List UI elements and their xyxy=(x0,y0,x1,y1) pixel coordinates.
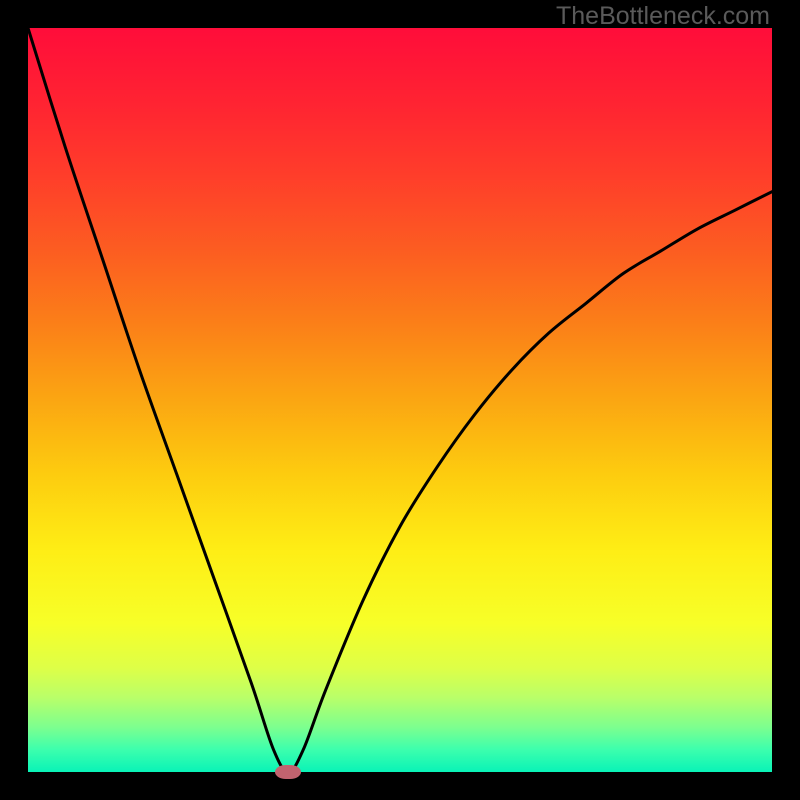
chart-container: TheBottleneck.com xyxy=(0,0,800,800)
bottleneck-curve xyxy=(28,28,772,772)
plot-area xyxy=(28,28,772,772)
minimum-marker xyxy=(275,765,301,779)
watermark-text: TheBottleneck.com xyxy=(556,2,770,31)
